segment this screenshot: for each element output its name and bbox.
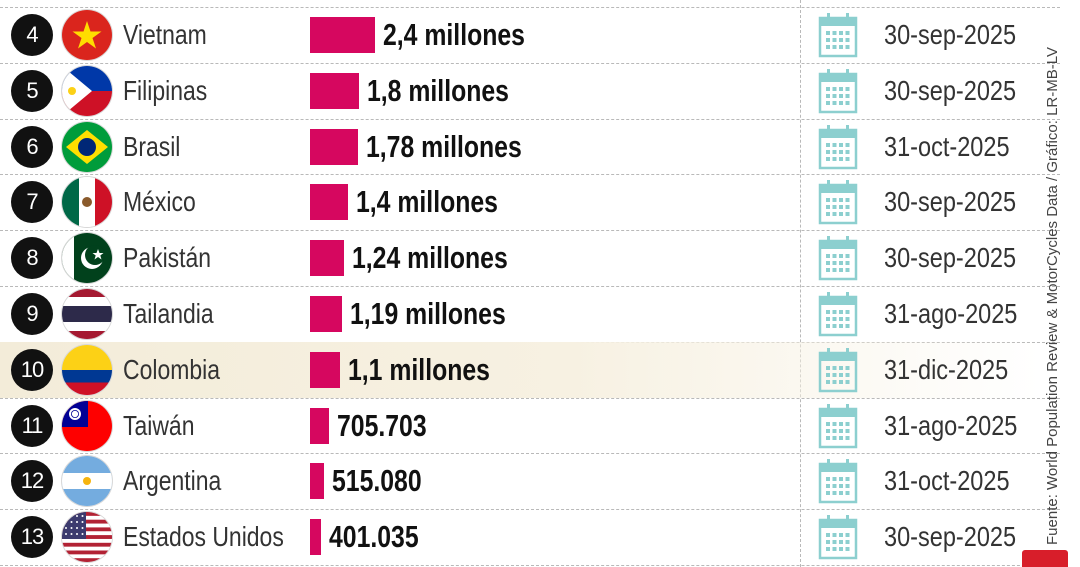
rank-badge: 10 bbox=[11, 348, 53, 391]
mexico-flag-icon bbox=[62, 177, 112, 228]
lr-logo bbox=[1022, 550, 1068, 567]
country-label: Pakistán bbox=[123, 242, 212, 274]
rank-badge: 6 bbox=[11, 125, 53, 168]
country-label: Filipinas bbox=[123, 74, 208, 106]
vietnam-flag-icon bbox=[62, 10, 112, 60]
value-label: 2,4 millones bbox=[383, 17, 525, 52]
date-label: 31-dic-2025 bbox=[884, 353, 1009, 385]
bar bbox=[310, 407, 330, 444]
calendar-icon bbox=[818, 458, 858, 504]
chart-row-tailandia: 9 Tailandia 1,19 millones 31-ago-2025 bbox=[0, 286, 1040, 342]
rank-badge: 7 bbox=[11, 181, 53, 224]
chart-row-argentina: 12 Argentina 515.080 31-oct-2025 bbox=[0, 453, 1040, 509]
date-label: 30-sep-2025 bbox=[884, 521, 1017, 553]
rank-badge: 13 bbox=[11, 516, 53, 559]
value-label: 515.080 bbox=[331, 463, 422, 499]
calendar-icon bbox=[818, 514, 858, 560]
calendar-icon bbox=[818, 235, 858, 281]
country-label: México bbox=[123, 186, 196, 218]
date-column-divider bbox=[800, 0, 801, 567]
chart-row-brasil: 6 Brasil 1,78 millones 31-oct-2025 bbox=[0, 119, 1040, 175]
bar bbox=[310, 519, 321, 556]
row-separator bbox=[0, 565, 1060, 566]
date-label: 31-oct-2025 bbox=[884, 130, 1010, 162]
usa-flag-icon bbox=[62, 512, 112, 563]
chart-row-colombia: 10 Colombia 1,1 millones 31-dic-2025 bbox=[0, 341, 1040, 398]
calendar-icon bbox=[818, 124, 858, 170]
rank-badge: 8 bbox=[11, 237, 53, 280]
row-separator bbox=[0, 7, 1060, 8]
row-separator bbox=[0, 230, 1060, 232]
rank-badge: 4 bbox=[11, 14, 53, 56]
row-separator bbox=[0, 118, 1060, 120]
chart-row-estados-unidos: 13 Estados Unidos 401.035 30-sep-2025 bbox=[0, 509, 1040, 565]
country-label: Estados Unidos bbox=[123, 521, 284, 553]
rank-badge: 12 bbox=[11, 460, 53, 503]
bar bbox=[310, 240, 344, 277]
chart-row-méxico: 7 México 1,4 millones 30-sep-2025 bbox=[0, 174, 1040, 230]
philippines-flag-icon bbox=[62, 65, 112, 116]
thailand-flag-icon bbox=[62, 289, 112, 339]
date-label: 31-oct-2025 bbox=[884, 465, 1010, 497]
value-label: 705.703 bbox=[337, 407, 427, 443]
row-separator bbox=[0, 453, 1060, 455]
value-label: 1,78 millones bbox=[366, 128, 522, 164]
calendar-icon bbox=[818, 179, 858, 225]
country-label: Taiwán bbox=[123, 409, 195, 441]
bar bbox=[310, 296, 343, 332]
value-label: 1,8 millones bbox=[366, 72, 509, 108]
date-label: 30-sep-2025 bbox=[884, 242, 1017, 274]
row-separator bbox=[0, 62, 1060, 64]
row-separator bbox=[0, 397, 1060, 399]
row-separator bbox=[0, 174, 1060, 176]
pakistan-flag-icon bbox=[62, 233, 112, 284]
date-label: 30-sep-2025 bbox=[884, 74, 1017, 106]
country-label: Brasil bbox=[123, 130, 181, 162]
date-label: 30-sep-2025 bbox=[884, 186, 1017, 218]
calendar-icon bbox=[818, 291, 858, 337]
bar bbox=[310, 351, 340, 388]
calendar-icon bbox=[818, 403, 858, 449]
bar bbox=[310, 128, 359, 165]
date-label: 31-ago-2025 bbox=[884, 409, 1018, 441]
value-label: 1,24 millones bbox=[351, 240, 508, 276]
date-label: 31-ago-2025 bbox=[884, 298, 1018, 329]
rank-badge: 9 bbox=[11, 293, 53, 335]
source-credit: Fuente: World Population Review & MotorC… bbox=[1044, 47, 1061, 545]
calendar-icon bbox=[818, 68, 858, 114]
country-label: Vietnam bbox=[123, 19, 207, 50]
country-label: Tailandia bbox=[123, 298, 214, 329]
chart-row-filipinas: 5 Filipinas 1,8 millones 30-sep-2025 bbox=[0, 63, 1040, 119]
date-label: 30-sep-2025 bbox=[884, 19, 1017, 50]
taiwan-flag-icon bbox=[62, 400, 112, 451]
chart-row-taiwán: 11 Taiwán 705.703 31-ago-2025 bbox=[0, 398, 1040, 454]
colombia-flag-icon bbox=[62, 344, 112, 395]
value-label: 1,4 millones bbox=[355, 184, 498, 220]
row-separator bbox=[0, 286, 1060, 287]
calendar-icon bbox=[818, 12, 858, 58]
bar bbox=[310, 17, 375, 53]
chart-row-pakistán: 8 Pakistán 1,24 millones 30-sep-2025 bbox=[0, 230, 1040, 286]
calendar-icon bbox=[818, 347, 858, 393]
chart-row-vietnam: 4 Vietnam 2,4 millones 30-sep-2025 bbox=[0, 7, 1040, 63]
previous-row-edge bbox=[0, 0, 800, 6]
value-label: 1,19 millones bbox=[350, 296, 506, 331]
value-label: 401.035 bbox=[328, 519, 419, 555]
rank-badge: 11 bbox=[11, 404, 53, 447]
rank-badge: 5 bbox=[11, 69, 53, 112]
bar bbox=[310, 463, 324, 500]
country-label: Argentina bbox=[123, 465, 222, 497]
argentina-flag-icon bbox=[62, 456, 112, 507]
bar bbox=[310, 184, 348, 221]
country-label: Colombia bbox=[123, 353, 220, 385]
brazil-flag-icon bbox=[62, 121, 112, 172]
value-label: 1,1 millones bbox=[347, 351, 490, 387]
row-separator bbox=[0, 509, 1060, 511]
bar bbox=[310, 72, 359, 109]
